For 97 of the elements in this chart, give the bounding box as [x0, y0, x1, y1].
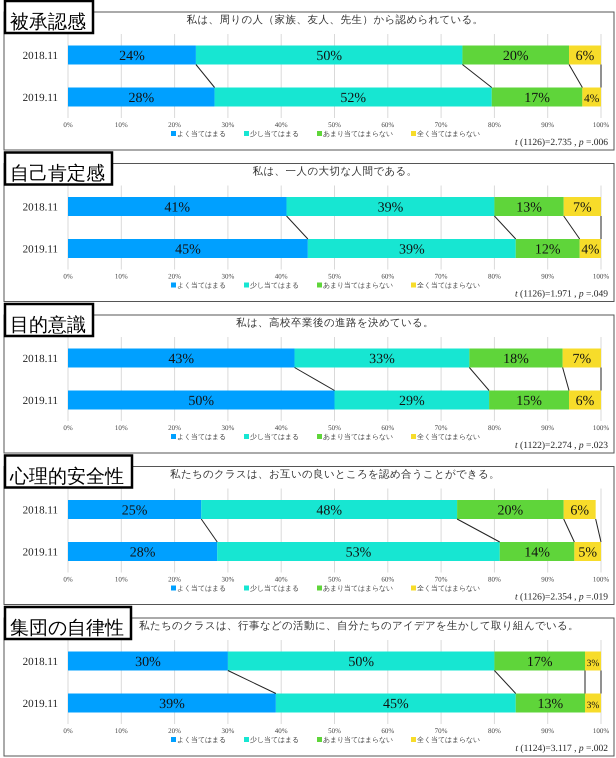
data-label: 52%	[340, 91, 366, 106]
bar	[68, 348, 295, 368]
data-label: 24%	[119, 49, 146, 64]
text: t (1126)=1.971 , p =.049	[515, 290, 608, 300]
y-tick-label: 2018.11	[22, 353, 58, 365]
bar	[494, 197, 564, 216]
data-label: 39%	[378, 200, 404, 216]
chart-title: 被承認感	[10, 12, 86, 33]
bar	[489, 390, 570, 410]
data-label: 28%	[130, 546, 156, 560]
bar	[294, 348, 470, 368]
text: t (1126)=2.735 , p =.006	[515, 138, 608, 148]
data-label: 7%	[573, 200, 592, 216]
bar	[500, 542, 574, 561]
y-tick-label: 2019.11	[22, 92, 58, 104]
chart-title: 集団の自律性	[10, 618, 124, 639]
data-label: 20%	[498, 504, 524, 518]
bar	[68, 652, 228, 670]
data-label: 6%	[576, 394, 595, 409]
text: t (1124)=3.117 , p =.002	[515, 744, 608, 754]
y-tick-label: 2019.11	[22, 395, 58, 407]
y-tick-label: 2018.11	[22, 50, 58, 62]
data-label: 4%	[584, 93, 600, 105]
bar	[217, 542, 500, 561]
bar	[276, 694, 516, 712]
data-label: 41%	[164, 200, 190, 216]
chart-subtitle: 私は、一人の大切な人間である。	[252, 164, 418, 178]
data-label: 39%	[398, 242, 425, 258]
bar	[196, 46, 462, 64]
bar	[469, 348, 563, 368]
bar	[201, 500, 458, 519]
bar	[516, 694, 586, 712]
data-label: 15%	[516, 394, 542, 409]
y-tick-label: 2019.11	[22, 546, 58, 558]
data-label: 13%	[538, 697, 564, 712]
bar	[68, 694, 276, 712]
y-tick-label: 2019.11	[22, 244, 58, 256]
data-label: 13%	[516, 200, 542, 216]
bar	[228, 652, 494, 670]
data-label: 17%	[526, 655, 553, 670]
chart-subtitle: 私は、周りの人（家族、友人、先生）から認められている。	[186, 13, 484, 26]
bar	[308, 239, 516, 258]
data-label: 53%	[346, 546, 372, 560]
data-label: 25%	[122, 504, 148, 518]
text: t (1126)=2.354 , p =.019	[515, 592, 608, 602]
data-label: 12%	[534, 242, 561, 258]
bar	[68, 390, 334, 410]
data-label: 45%	[175, 242, 202, 258]
data-label: 7%	[572, 352, 592, 367]
data-label: 39%	[159, 697, 186, 712]
data-label: 50%	[316, 49, 342, 64]
bar	[334, 390, 490, 410]
chart-subtitle: 私は、高校卒業後の進路を決めている。	[236, 316, 434, 329]
bar	[457, 500, 564, 519]
data-label: 3%	[586, 658, 600, 669]
data-label: 33%	[369, 352, 396, 367]
data-label: 17%	[524, 91, 550, 106]
data-label: 45%	[382, 697, 409, 712]
bar	[68, 197, 287, 216]
text: t (1122)=2.274 , p =.023	[515, 441, 608, 451]
bar	[68, 542, 218, 561]
data-label: 20%	[502, 49, 529, 64]
data-label: 50%	[188, 394, 214, 409]
chart-subtitle: 私たちのクラスは、お互いの良いところを認め合うことができる。	[170, 468, 500, 480]
y-tick-label: 2018.11	[22, 504, 58, 516]
bar	[286, 197, 494, 216]
bar	[68, 46, 196, 64]
data-label: 6%	[570, 504, 590, 518]
data-label: 43%	[168, 352, 194, 367]
data-label: 48%	[316, 504, 342, 518]
data-label: 30%	[135, 655, 162, 670]
data-label: 14%	[524, 546, 550, 560]
data-label: 18%	[503, 352, 530, 367]
chart-title: 心理的安全性	[9, 466, 124, 488]
chart-subtitle: 私たちのクラスは、行事などの活動に、自分たちのアイデアを生かして取り組んでいる。	[139, 619, 579, 632]
bar	[68, 88, 215, 106]
bar	[462, 46, 570, 64]
y-tick-label: 2019.11	[22, 698, 58, 710]
bar	[492, 88, 582, 106]
bar	[562, 348, 601, 368]
data-label: 50%	[348, 655, 374, 670]
data-label: 29%	[398, 394, 425, 409]
y-tick-label: 2018.11	[22, 202, 58, 214]
data-label: 5%	[578, 546, 598, 560]
data-label: 3%	[586, 700, 600, 711]
bar	[68, 239, 308, 258]
bar	[68, 500, 202, 519]
data-label: 6%	[576, 49, 595, 64]
chart-title: 目的意識	[10, 315, 86, 336]
data-label: 28%	[128, 91, 154, 106]
y-tick-label: 2018.11	[22, 656, 58, 668]
bar	[516, 239, 580, 258]
data-label: 4%	[581, 242, 600, 256]
chart-title: 自己肯定感	[10, 162, 105, 184]
bar	[494, 652, 586, 670]
bar	[564, 197, 601, 216]
bar	[214, 88, 492, 106]
